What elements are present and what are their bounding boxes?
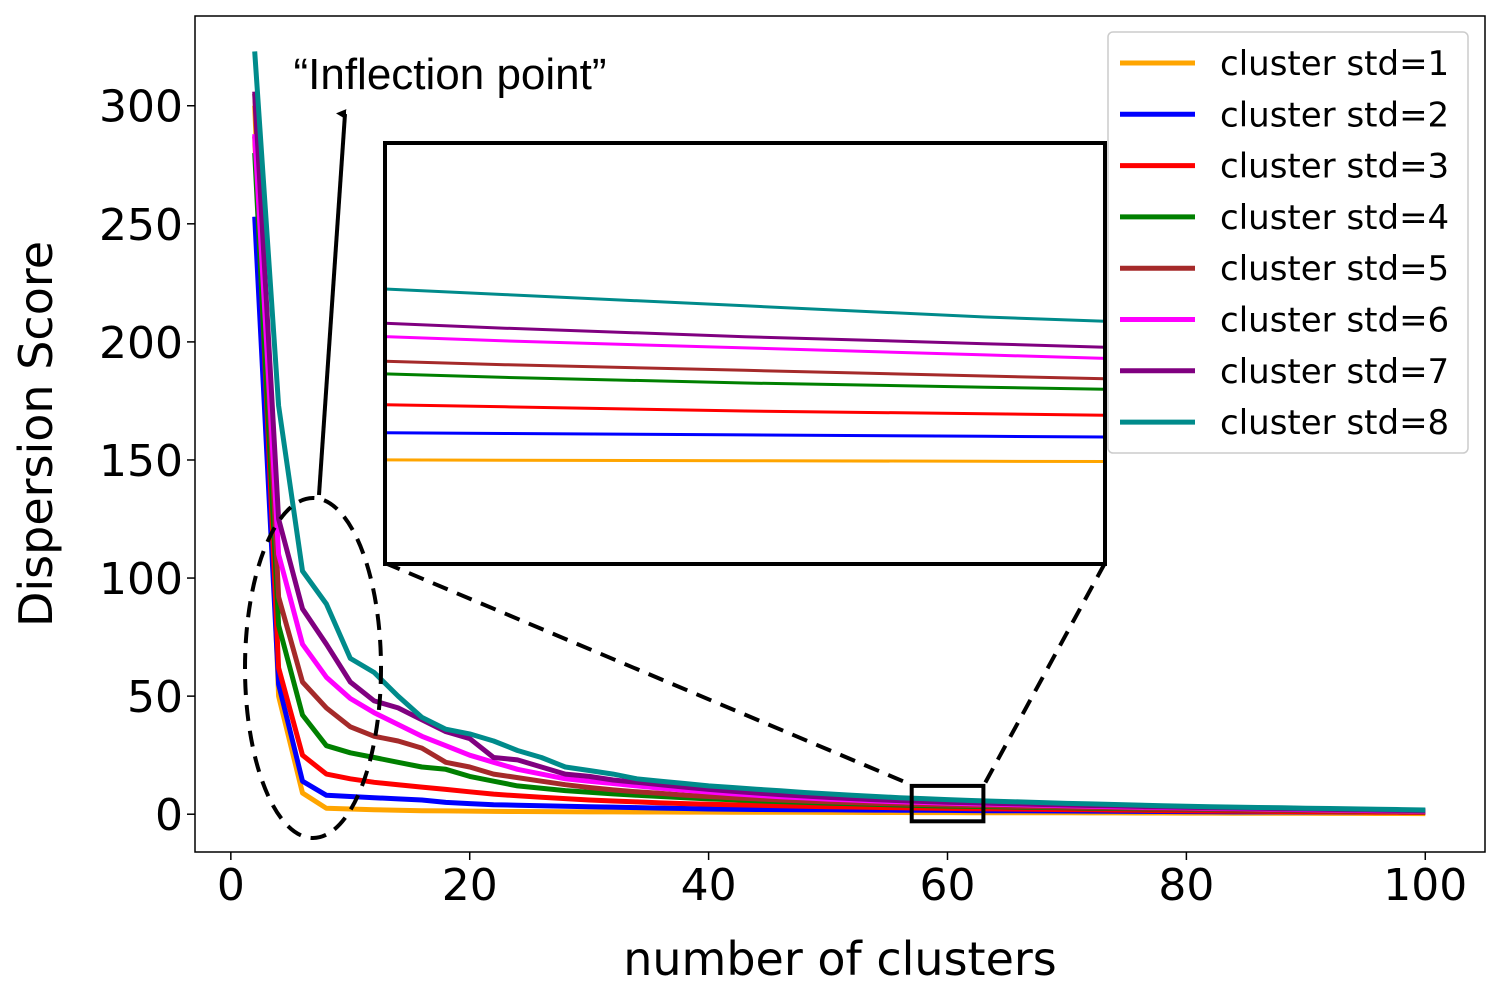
x-tick-label: 80 [1158, 860, 1214, 911]
x-tick-label: 20 [442, 860, 498, 911]
legend-label-cluster-std-3: cluster std=3 [1220, 147, 1449, 187]
series-line-cluster-std-8 [252, 51, 1426, 813]
y-tick-label: 250 [99, 200, 183, 251]
series-lines [252, 51, 1426, 817]
inflection-ellipse [243, 496, 383, 840]
x-tick-label: 40 [681, 860, 737, 911]
inset-line-cluster-std-3 [385, 403, 1105, 417]
inset-frame [383, 141, 1107, 566]
y-axis-label: Dispersion Score [9, 241, 63, 627]
inflection-annotation: “Inflection point” [243, 50, 607, 840]
x-tick-label: 0 [217, 860, 245, 911]
zoom-connector-left [384, 561, 913, 787]
legend-label-cluster-std-6: cluster std=6 [1220, 301, 1449, 341]
y-tick-label: 200 [99, 318, 183, 369]
zoom-source-box [909, 783, 986, 824]
legend-label-cluster-std-4: cluster std=4 [1220, 198, 1449, 238]
inset-line-cluster-std-6 [385, 335, 1105, 360]
inflection-label: “Inflection point” [293, 50, 606, 99]
legend-label-cluster-std-1: cluster std=1 [1220, 44, 1449, 84]
y-tick-label: 0 [155, 790, 183, 841]
zoom-connector-right [982, 562, 1107, 786]
inset-line-cluster-std-8 [385, 287, 1105, 323]
inset-line-cluster-std-5 [385, 359, 1105, 381]
legend-frame [1107, 31, 1469, 454]
legend: cluster std=1 cluster std=2 cluster std=3 c… [1107, 31, 1469, 454]
legend-label-cluster-std-8: cluster std=8 [1220, 403, 1449, 443]
inset-line-cluster-std-7 [385, 321, 1105, 349]
legend-label-cluster-std-2: cluster std=2 [1220, 95, 1449, 135]
legend-label-cluster-std-5: cluster std=5 [1220, 249, 1449, 289]
x-tick-label: 100 [1383, 860, 1467, 911]
x-tick-label: 60 [920, 860, 976, 911]
axis-ticks: 0 20 40 60 80 100 0 50 100 150 200 250 300 [99, 82, 1467, 911]
plot-frame [194, 15, 1486, 853]
inflection-arrow [317, 109, 347, 496]
zoom-region [383, 141, 1107, 824]
y-tick-label: 150 [99, 436, 183, 487]
inset-lines [385, 287, 1105, 464]
inset-line-cluster-std-4 [385, 372, 1105, 391]
x-axis-label: number of clusters [623, 932, 1057, 986]
inset-line-cluster-std-2 [385, 431, 1105, 439]
inset-background [385, 143, 1105, 564]
y-tick-label: 300 [99, 82, 183, 133]
y-tick-label: 50 [127, 672, 183, 723]
legend-label-cluster-std-7: cluster std=7 [1220, 352, 1449, 392]
y-tick-label: 100 [99, 554, 183, 605]
inset-line-cluster-std-1 [385, 458, 1105, 464]
